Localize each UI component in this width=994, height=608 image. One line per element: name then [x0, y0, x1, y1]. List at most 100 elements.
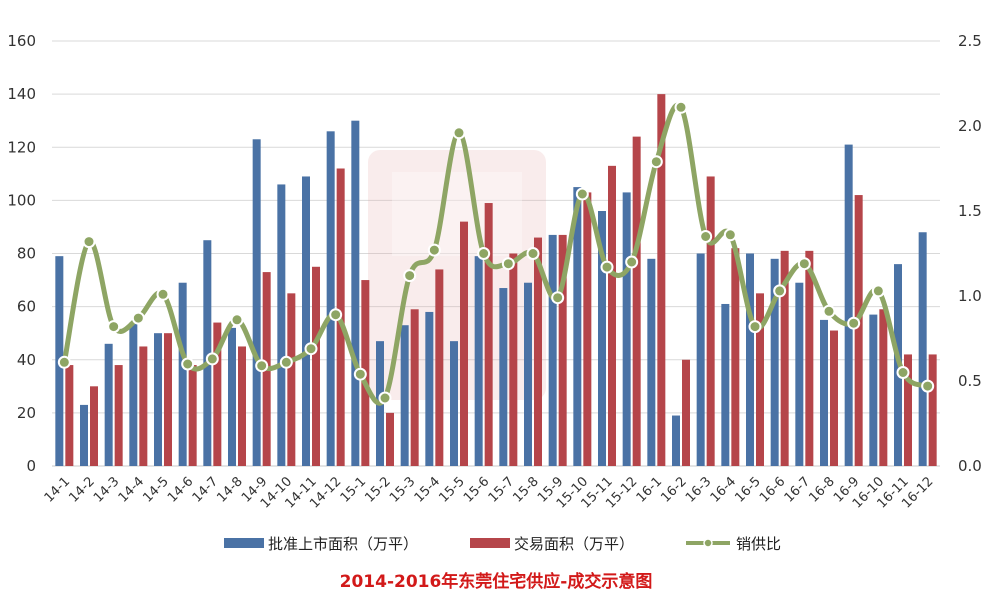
bar-deal [928, 354, 937, 466]
bar-supply [672, 415, 680, 466]
bar-deal [139, 346, 148, 466]
ratio-point [526, 247, 540, 260]
ratio-point [107, 320, 121, 334]
ratio-point [205, 352, 219, 366]
x-tick-label: 14-1 [42, 474, 73, 505]
x-tick-label: 15-4 [412, 474, 443, 505]
ratio-point [403, 269, 417, 283]
bar-supply [746, 253, 754, 466]
bar-supply [647, 258, 656, 466]
y-left-tick-label: 60 [17, 298, 36, 316]
x-tick-label: 16-7 [782, 474, 813, 505]
bar-supply [104, 343, 113, 466]
x-tick-label: 16-1 [634, 474, 665, 505]
bar-deal [632, 136, 641, 466]
ratio-point [649, 155, 663, 169]
bar-deal [213, 322, 222, 466]
x-tick-label: 15-7 [486, 474, 517, 505]
bar-deal [312, 266, 320, 466]
bar-supply [129, 322, 138, 466]
bar-deal [854, 195, 863, 466]
bar-supply [598, 211, 606, 466]
bar-supply [770, 258, 779, 466]
bar-supply [869, 314, 878, 466]
ratio-point [329, 308, 343, 322]
ratio-point [477, 247, 491, 260]
ratio-point [674, 100, 688, 114]
x-tick-label: 14-5 [140, 474, 171, 505]
ratio-point [797, 257, 811, 271]
bar-deal [164, 333, 172, 466]
ratio-line [61, 102, 929, 406]
y-left-tick-label: 100 [7, 191, 36, 209]
ratio-point [82, 235, 96, 249]
bar-supply [524, 282, 532, 466]
bar-deal [65, 365, 74, 466]
ratio-point [625, 255, 639, 269]
x-tick-label: 15-2 [362, 474, 393, 505]
ratio-point [57, 355, 71, 369]
bar-supply [252, 139, 261, 466]
bar-supply [400, 325, 409, 466]
bar-supply [696, 253, 705, 466]
ratio-point [847, 316, 861, 330]
ratio-point [921, 379, 935, 393]
ratio-point [699, 230, 713, 243]
y-right-tick-label: 1.0 [958, 287, 982, 305]
line-series [57, 100, 935, 406]
ratio-point [181, 357, 195, 371]
y-right-tick-label: 2.0 [958, 117, 982, 135]
ratio-point [723, 228, 737, 242]
x-tick-label: 14-3 [91, 474, 122, 505]
gridlines [52, 40, 940, 467]
bar-supply [820, 319, 828, 466]
bar-deal [188, 365, 197, 466]
legend-label-supply: 批准上市面积（万平） [268, 535, 418, 553]
bar-supply [302, 176, 310, 466]
bar-deal [287, 293, 296, 466]
bar-deal [682, 359, 690, 466]
y-axis-right: 0.0 0.5 1.0 1.5 2.0 2.5 [958, 32, 982, 475]
ratio-point [575, 187, 589, 201]
bar-supply [918, 232, 927, 466]
legend-swatch-ratio-marker [703, 538, 713, 548]
bar-deal [484, 203, 493, 466]
legend-label-ratio: 销供比 [736, 535, 781, 553]
y-left-tick-label: 20 [17, 404, 36, 422]
bar-supply [450, 341, 458, 466]
bar-supply [499, 288, 508, 466]
x-tick-label: 14-4 [116, 474, 147, 505]
y-left-tick-label: 120 [7, 138, 36, 156]
bar-supply [795, 282, 804, 466]
bar-supply [178, 282, 187, 466]
bar-deal [756, 293, 764, 466]
bar-deal [435, 269, 444, 466]
ratio-point [501, 257, 515, 271]
x-tick-label: 16-2 [658, 474, 689, 505]
x-axis: 14-114-214-314-414-514-614-714-814-914-1… [42, 474, 937, 511]
ratio-point [279, 355, 293, 369]
ratio-point [156, 287, 170, 301]
y-right-tick-label: 0.5 [958, 372, 982, 390]
bar-supply [351, 120, 360, 466]
x-tick-label: 15-3 [387, 474, 418, 505]
x-tick-label: 16-8 [806, 474, 837, 505]
ratio-point [748, 320, 762, 334]
bar-supply [573, 187, 582, 466]
bar-deal [410, 309, 419, 466]
bar-supply [425, 311, 434, 466]
bar-deal [904, 354, 912, 466]
x-tick-label: 15-8 [510, 474, 541, 505]
legend-label-deal: 交易面积（万平） [514, 535, 634, 553]
legend-swatch-deal [470, 538, 510, 548]
ratio-point [452, 126, 466, 140]
x-tick-label: 16-4 [708, 474, 739, 505]
legend-swatch-supply [224, 538, 264, 548]
ratio-point [551, 291, 565, 305]
ratio-point [131, 311, 145, 325]
x-tick-label: 14-6 [165, 474, 196, 505]
ratio-point [353, 367, 367, 381]
bar-deal [608, 165, 616, 466]
bar-deal [731, 248, 740, 466]
bar-deal [534, 237, 542, 466]
